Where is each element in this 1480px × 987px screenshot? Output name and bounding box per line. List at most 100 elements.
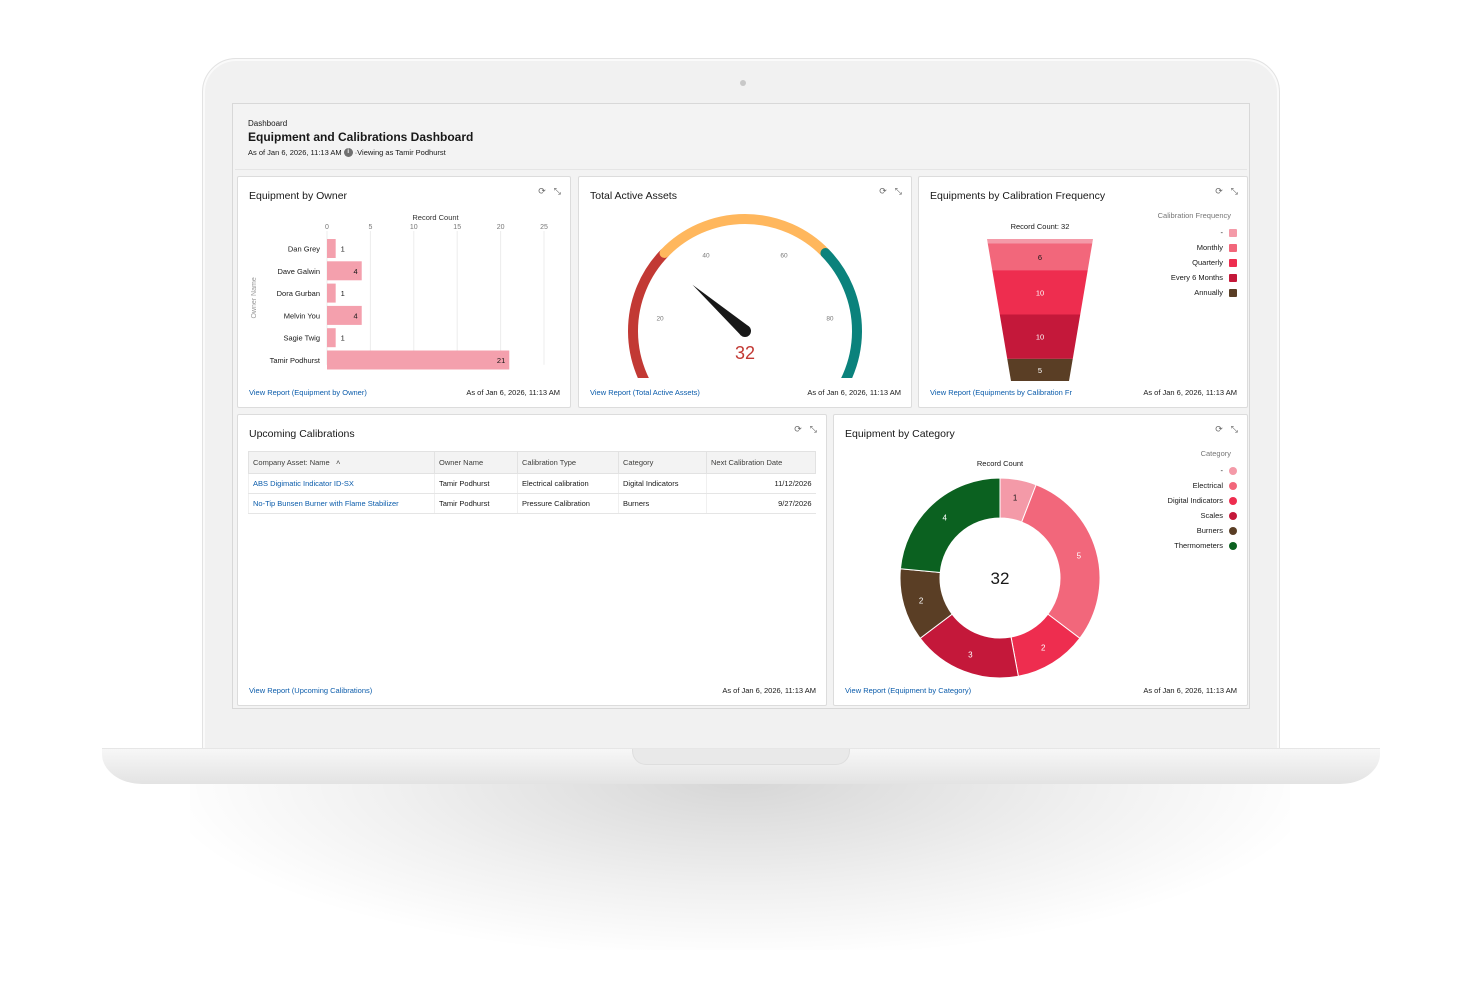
info-icon[interactable]: i: [343, 148, 353, 157]
owner-cell: Tamir Podhurst: [434, 493, 518, 514]
legend-item[interactable]: -: [1158, 225, 1237, 240]
gauge-band: [659, 214, 831, 259]
donut-slice-label: 1: [1013, 493, 1018, 502]
refresh-icon[interactable]: ⟳: [1215, 186, 1223, 196]
funnel-segment-label: 10: [1036, 333, 1044, 342]
card-timestamp: As of Jan 6, 2026, 11:13 AM: [1143, 686, 1237, 695]
legend-item[interactable]: Thermometers: [1168, 538, 1237, 553]
donut-title: Record Count: [977, 459, 1024, 468]
legend-item[interactable]: -: [1168, 463, 1237, 478]
x-tick-label: 5: [368, 224, 372, 231]
expand-icon[interactable]: ⤡: [553, 186, 561, 196]
breadcrumb[interactable]: Dashboard: [248, 119, 288, 128]
legend-item[interactable]: Quarterly: [1158, 255, 1237, 270]
legend-item[interactable]: Scales: [1168, 508, 1237, 523]
bar: [327, 239, 336, 258]
bar-value-label: 4: [354, 311, 358, 320]
legend-item[interactable]: Annually: [1158, 285, 1237, 300]
legend-item[interactable]: Monthly: [1158, 240, 1237, 255]
y-axis-title: Owner Name: [251, 277, 258, 318]
x-tick-label: 0: [325, 224, 329, 231]
legend-swatch: [1229, 243, 1237, 252]
legend-swatch: [1229, 228, 1237, 237]
owner-cell: Tamir Podhurst: [434, 473, 518, 494]
legend-title: Category: [1200, 449, 1231, 458]
x-tick-label: 25: [540, 224, 548, 231]
legend-item[interactable]: Digital Indicators: [1168, 493, 1237, 508]
asset-name-link[interactable]: ABS Digimatic Indicator ID-SX: [248, 473, 435, 494]
gauge-tick-label: 20: [656, 316, 664, 323]
bar: [327, 328, 336, 348]
calibration-frequency-card: Equipments by Calibration Frequency ⟳ ⤡ …: [918, 176, 1248, 408]
laptop-notch: [632, 749, 850, 765]
asset-name-link[interactable]: No-Tip Bunsen Burner with Flame Stabiliz…: [248, 493, 435, 514]
refresh-icon[interactable]: ⟳: [879, 186, 887, 196]
view-report-link[interactable]: View Report (Upcoming Calibrations): [249, 686, 373, 695]
x-tick-label: 20: [497, 224, 505, 231]
legend-swatch: [1229, 481, 1237, 490]
column-header-category[interactable]: Category: [618, 451, 707, 474]
refresh-icon[interactable]: ⟳: [794, 424, 802, 434]
expand-icon[interactable]: ⤡: [894, 186, 902, 196]
legend-title: Calibration Frequency: [1157, 211, 1231, 220]
legend-swatch: [1229, 273, 1237, 282]
funnel-segment-label: 10: [1036, 288, 1044, 297]
gauge-tick-label: 60: [780, 252, 788, 259]
expand-icon[interactable]: ⤡: [809, 424, 817, 434]
upcoming-calibrations-card: Upcoming Calibrations ⟳ ⤡ Company Asset:…: [237, 414, 827, 706]
legend-swatch: [1229, 496, 1237, 505]
donut-center-value: 32: [991, 569, 1010, 588]
card-title: Upcoming Calibrations: [249, 428, 355, 440]
refresh-icon[interactable]: ⟳: [538, 186, 546, 196]
gauge-band: [820, 248, 862, 378]
bar: [327, 305, 362, 325]
funnel-segment: [987, 243, 1093, 271]
legend-label: -: [1220, 466, 1224, 475]
view-report-link[interactable]: View Report (Equipment by Category): [845, 686, 972, 695]
gauge-value: 32: [735, 343, 755, 363]
donut-slice-label: 3: [968, 650, 973, 659]
card-timestamp: As of Jan 6, 2026, 11:13 AM: [466, 388, 560, 397]
view-report-link[interactable]: View Report (Equipments by Calibration F…: [930, 388, 1073, 397]
category-cell: Burners: [618, 493, 707, 514]
bar-value-label: 1: [341, 334, 345, 343]
frequency-funnel-chart: Record Count: 32 6 10 10 5: [987, 222, 1093, 381]
sort-icon[interactable]: ˄: [335, 458, 341, 467]
laptop-base: [102, 748, 1380, 784]
gauge-band: [628, 248, 670, 378]
gauge-needle-hub: [739, 325, 751, 337]
table-row: No-Tip Bunsen Burner with Flame Stabiliz…: [248, 493, 816, 514]
as-of-timestamp: As of Jan 6, 2026, 11:13 AM: [248, 148, 342, 157]
x-axis-title: Record Count: [412, 213, 459, 222]
next-date-cell: 9/27/2026: [706, 493, 816, 514]
column-header-owner[interactable]: Owner Name: [434, 451, 518, 474]
funnel-title: Record Count: 32: [1011, 222, 1070, 231]
card-timestamp: As of Jan 6, 2026, 11:13 AM: [1143, 388, 1237, 397]
expand-icon[interactable]: ⤡: [1230, 424, 1238, 434]
x-tick-label: 15: [453, 224, 461, 231]
legend-item[interactable]: Electrical: [1168, 478, 1237, 493]
column-header-next-date[interactable]: Next Calibration Date: [706, 451, 816, 474]
laptop-shadow: [190, 780, 1290, 950]
refresh-icon[interactable]: ⟳: [1215, 424, 1223, 434]
donut-slice-label: 4: [943, 513, 948, 522]
table-row: ABS Digimatic Indicator ID-SX Tamir Podh…: [248, 473, 816, 494]
donut-slice-label: 2: [919, 596, 924, 605]
category-legend: Category - Electrical Digital Indicators Sca…: [1168, 449, 1237, 553]
column-header-asset-name[interactable]: Company Asset: Name ˄: [248, 451, 435, 474]
legend-label: Scales: [1200, 511, 1223, 520]
dashboard-subtitle: As of Jan 6, 2026, 11:13 AM i ·Viewing a…: [248, 148, 1234, 157]
legend-item[interactable]: Every 6 Months: [1158, 270, 1237, 285]
page-title: Equipment and Calibrations Dashboard: [248, 130, 474, 144]
column-header-calibration-type[interactable]: Calibration Type: [517, 451, 619, 474]
view-report-link[interactable]: View Report (Total Active Assets): [590, 388, 700, 397]
legend-item[interactable]: Burners: [1168, 523, 1237, 538]
funnel-segment-label: 6: [1038, 253, 1042, 262]
equipment-by-category-card: Equipment by Category ⟳ ⤡ Record Count 1 5…: [833, 414, 1248, 706]
expand-icon[interactable]: ⤡: [1230, 186, 1238, 196]
assets-gauge: 02040608010032: [628, 214, 862, 378]
view-report-link[interactable]: View Report (Equipment by Owner): [249, 388, 367, 397]
x-tick-label: 10: [410, 224, 418, 231]
bar-value-label: 4: [354, 267, 358, 276]
